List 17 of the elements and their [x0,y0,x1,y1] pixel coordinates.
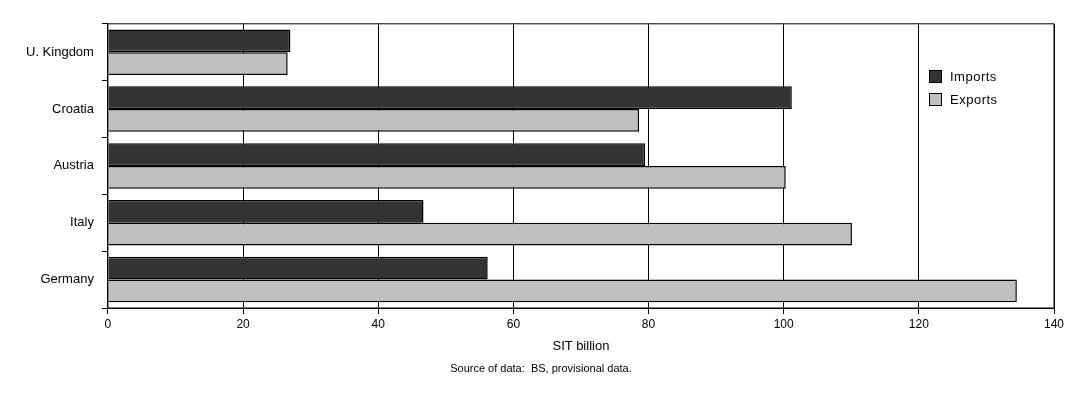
y-tick-label: Croatia [52,100,95,116]
x-tick-label: 100 [773,316,795,331]
x-tick-label: 80 [641,316,656,331]
x-tick-label: 20 [236,316,251,331]
y-tick-label: U. Kingdom [26,43,94,59]
source-note: Source of data: BS, provisional data. [449,362,633,374]
x-tick-label: 120 [908,316,930,331]
x-tick-label: 40 [371,316,386,331]
x-tick-label: 0 [104,316,112,331]
y-tick-label: Germany [40,271,95,287]
x-axis-title: SIT billion [552,337,610,353]
x-tick-label: 60 [506,316,521,331]
y-tick-label: Italy [70,214,95,230]
legend-label: Exports [950,91,998,107]
y-tick-label: Austria [53,157,95,173]
x-tick-label: 140 [1043,316,1065,331]
legend-label: Imports [950,68,997,84]
